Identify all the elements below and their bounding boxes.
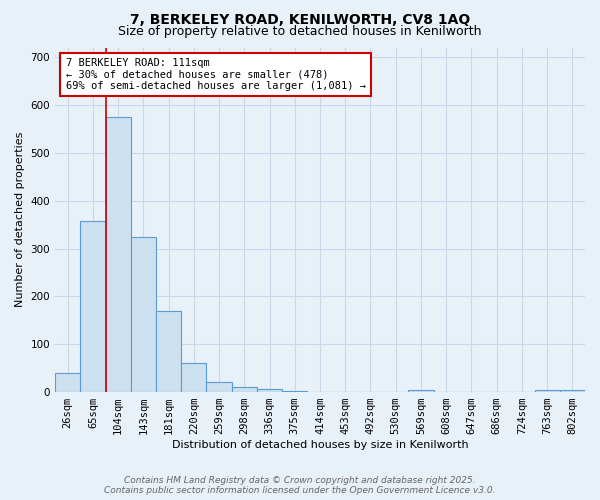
Bar xyxy=(232,388,257,392)
Bar xyxy=(409,390,434,392)
Text: Contains HM Land Registry data © Crown copyright and database right 2025.
Contai: Contains HM Land Registry data © Crown c… xyxy=(104,476,496,495)
Bar xyxy=(55,373,80,392)
X-axis label: Distribution of detached houses by size in Kenilworth: Distribution of detached houses by size … xyxy=(172,440,469,450)
Text: Size of property relative to detached houses in Kenilworth: Size of property relative to detached ho… xyxy=(118,25,482,38)
Bar xyxy=(282,391,307,392)
Text: 7 BERKELEY ROAD: 111sqm
← 30% of detached houses are smaller (478)
69% of semi-d: 7 BERKELEY ROAD: 111sqm ← 30% of detache… xyxy=(65,58,365,91)
Y-axis label: Number of detached properties: Number of detached properties xyxy=(15,132,25,308)
Bar xyxy=(106,117,131,392)
Bar xyxy=(131,236,156,392)
Bar xyxy=(257,389,282,392)
Bar xyxy=(560,390,585,392)
Bar xyxy=(156,310,181,392)
Bar xyxy=(80,220,106,392)
Bar xyxy=(181,364,206,392)
Text: 7, BERKELEY ROAD, KENILWORTH, CV8 1AQ: 7, BERKELEY ROAD, KENILWORTH, CV8 1AQ xyxy=(130,12,470,26)
Bar xyxy=(535,390,560,392)
Bar xyxy=(206,382,232,392)
